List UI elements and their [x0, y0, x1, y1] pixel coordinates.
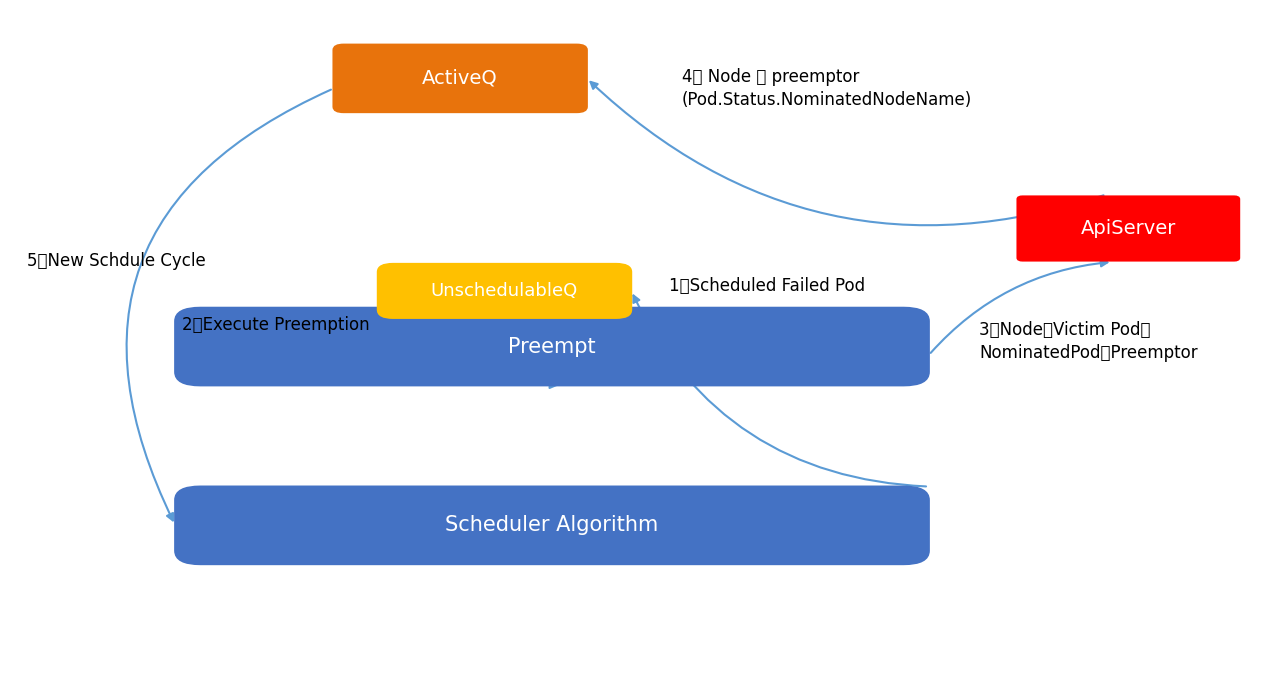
FancyBboxPatch shape — [175, 486, 928, 564]
Text: 1、Scheduled Failed Pod: 1、Scheduled Failed Pod — [669, 277, 866, 295]
Text: ApiServer: ApiServer — [1081, 219, 1176, 238]
Text: 4、 Node 、 preemptor
(Pod.Status.NominatedNodeName): 4、 Node 、 preemptor (Pod.Status.Nominate… — [682, 68, 972, 109]
Text: 5、New Schdule Cycle: 5、New Schdule Cycle — [27, 251, 205, 270]
FancyBboxPatch shape — [1017, 197, 1239, 260]
Text: UnschedulableQ: UnschedulableQ — [431, 282, 578, 300]
Text: 3、Node、Victim Pod、
NominatedPod、Preemptor: 3、Node、Victim Pod、 NominatedPod、Preempto… — [979, 321, 1198, 362]
FancyBboxPatch shape — [175, 308, 928, 385]
Text: ActiveQ: ActiveQ — [422, 69, 499, 88]
Text: 2、Execute Preemption: 2、Execute Preemption — [181, 316, 370, 333]
Text: Preempt: Preempt — [509, 337, 595, 357]
Text: Scheduler Algorithm: Scheduler Algorithm — [445, 516, 659, 535]
FancyBboxPatch shape — [334, 44, 586, 112]
FancyBboxPatch shape — [377, 264, 631, 318]
